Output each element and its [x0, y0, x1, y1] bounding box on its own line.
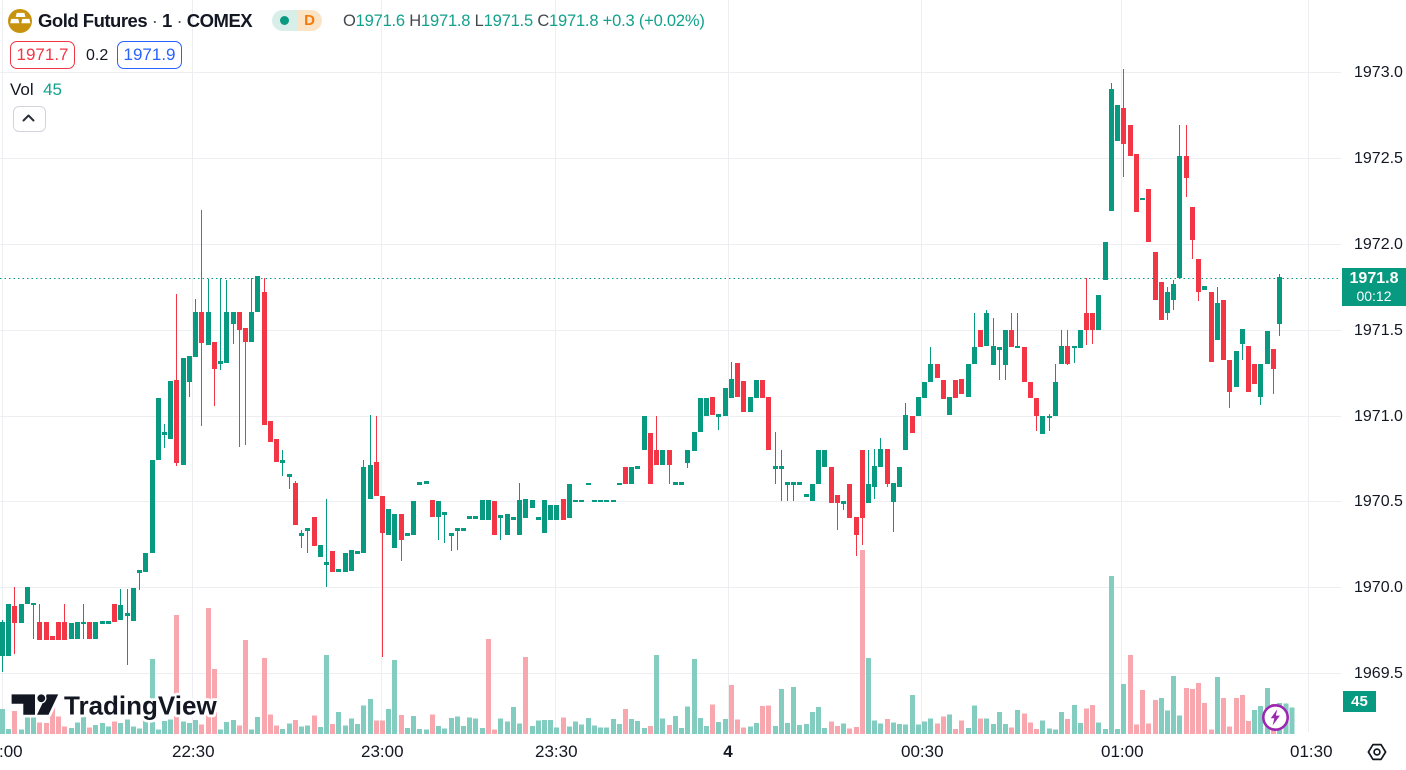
svg-text:TradingView: TradingView [64, 691, 217, 721]
svg-text:TradingView: TradingView [64, 691, 217, 721]
